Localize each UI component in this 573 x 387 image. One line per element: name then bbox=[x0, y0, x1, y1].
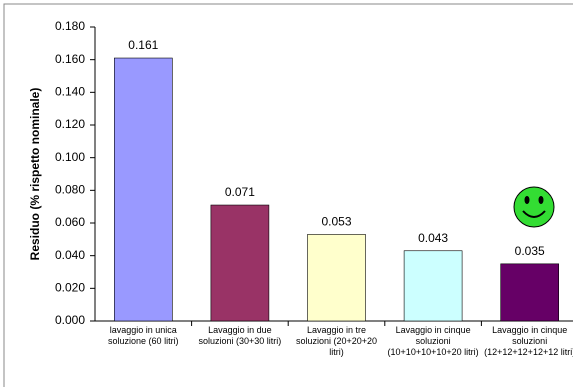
x-tick-label: lavaggio in unica soluzione (60 litri) bbox=[108, 325, 179, 346]
x-tick-label: Lavaggio in cinque soluzioni (12+12+12+1… bbox=[484, 325, 573, 357]
bar bbox=[114, 57, 173, 322]
value-label: 0.071 bbox=[225, 185, 255, 199]
bar bbox=[403, 250, 463, 322]
y-tick-label: 0.040 bbox=[55, 248, 85, 262]
value-label: 0.161 bbox=[128, 38, 158, 52]
y-tick-label: 0.080 bbox=[55, 183, 85, 197]
y-tick-label: 0.160 bbox=[55, 52, 85, 66]
y-tick-label: 0.060 bbox=[55, 215, 85, 229]
x-tick-label: Lavaggio in due soluzioni (30+30 litri) bbox=[198, 325, 282, 346]
y-tick-label: 0.180 bbox=[55, 19, 85, 33]
bar bbox=[500, 263, 560, 322]
frame bbox=[3, 3, 573, 387]
value-label: 0.035 bbox=[515, 244, 545, 258]
value-label: 0.043 bbox=[418, 231, 448, 245]
y-tick-label: 0.020 bbox=[55, 281, 85, 295]
x-tick-label: Lavaggio in tre soluzioni (20+20+20 litr… bbox=[295, 325, 378, 357]
value-label: 0.053 bbox=[321, 215, 351, 229]
x-tick-label: Lavaggio in cinque soluzioni (10+10+10+1… bbox=[387, 325, 479, 357]
y-tick-label: 0.140 bbox=[55, 85, 85, 99]
y-tick-label: 0.000 bbox=[55, 313, 85, 327]
y-tick-label: 0.120 bbox=[55, 117, 85, 131]
y-tick-label: 0.100 bbox=[55, 150, 85, 164]
bar bbox=[307, 234, 366, 322]
bar bbox=[210, 204, 270, 322]
y-axis-label: Residuo (% rispetto nominale) bbox=[28, 88, 42, 261]
smile-face bbox=[513, 186, 555, 228]
